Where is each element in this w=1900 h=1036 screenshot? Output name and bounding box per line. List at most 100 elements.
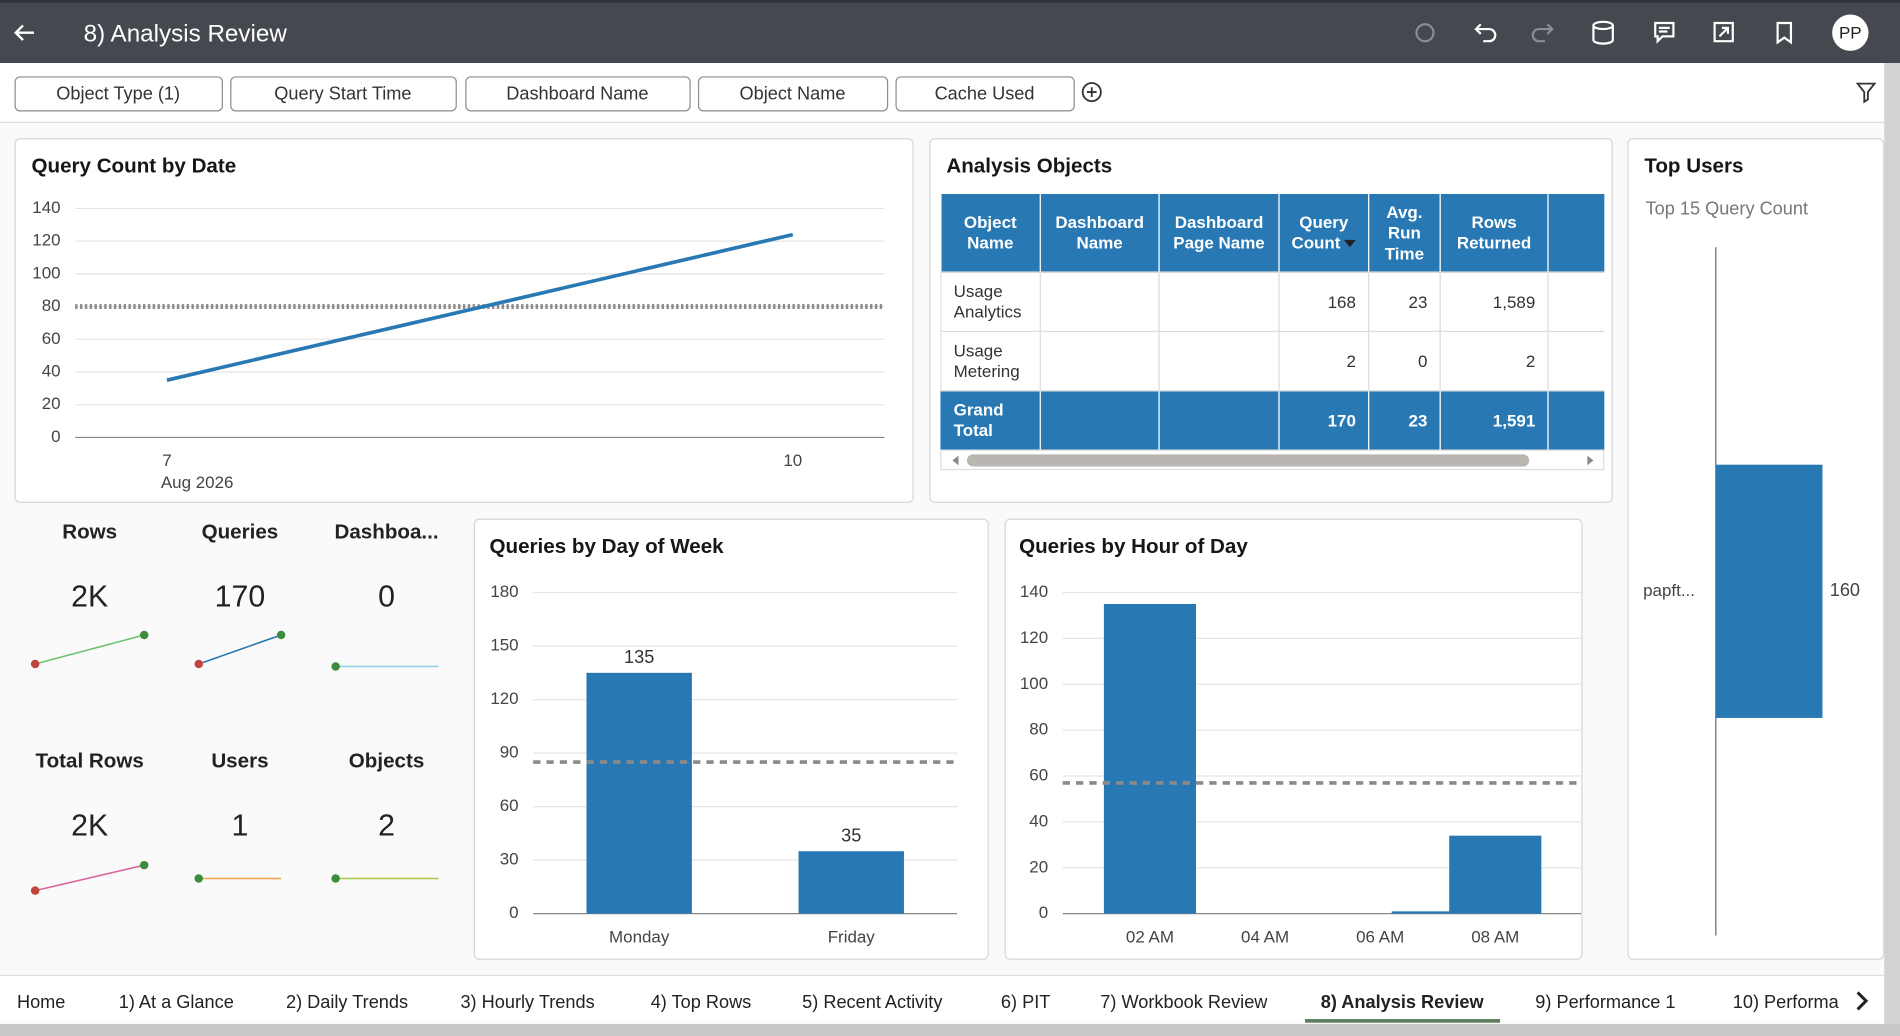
y-tick-label: 80: [42, 296, 61, 315]
y-tick-label: 60: [42, 329, 61, 348]
tab[interactable]: 2) Daily Trends: [286, 992, 408, 1012]
bottom-edge: [0, 1023, 1900, 1036]
tab[interactable]: Home: [17, 992, 65, 1012]
y-tick-label: 140: [32, 198, 60, 217]
chart-title: Queries by Hour of Day: [1019, 535, 1248, 558]
bookmark-icon[interactable]: [1776, 21, 1793, 45]
filter-label: Object Type (1): [56, 83, 180, 103]
back-button[interactable]: [14, 24, 34, 41]
bar[interactable]: [798, 851, 904, 914]
x-tick-label: Friday: [828, 927, 876, 946]
scrollbar-thumb[interactable]: [966, 454, 1530, 467]
present-icon[interactable]: [1713, 21, 1734, 43]
panel: [14, 138, 914, 503]
avatar[interactable]: [1832, 14, 1869, 51]
bar[interactable]: [1715, 464, 1823, 718]
undo-icon[interactable]: [1474, 23, 1497, 43]
table-cell: 170: [1278, 390, 1370, 450]
table-cell: [1547, 271, 1605, 333]
kpi-value: 2K: [71, 810, 108, 843]
add-filter[interactable]: [1081, 82, 1102, 103]
refresh-icon[interactable]: [1415, 23, 1435, 43]
active-tab-indicator: [1305, 1019, 1501, 1023]
filter-button[interactable]: [895, 76, 1075, 112]
sparklines: [30, 630, 439, 895]
comment-icon[interactable]: [1654, 21, 1675, 44]
y-tick-label: 60: [500, 796, 519, 815]
table-cell: [1158, 271, 1280, 333]
table-cell: 23: [1368, 271, 1441, 333]
table-cell: [1158, 330, 1280, 392]
x-tick-label: Monday: [609, 927, 670, 946]
kpi-label: Dashboa...: [335, 521, 439, 544]
kpi-label: Rows: [62, 521, 117, 544]
filter-button[interactable]: [230, 76, 457, 112]
tab[interactable]: 3) Hourly Trends: [460, 992, 594, 1012]
column-header[interactable]: Query Count: [1278, 193, 1370, 273]
y-tick-label: papft...: [1643, 581, 1695, 600]
filter-label: Query Start Time: [274, 83, 411, 103]
table-cell: [1039, 330, 1160, 392]
kpi-label: Users: [211, 750, 268, 773]
tab[interactable]: 4) Top Rows: [651, 992, 752, 1012]
kpi-value: 170: [215, 581, 266, 614]
tab[interactable]: 7) Workbook Review: [1100, 992, 1268, 1012]
header-bar: [0, 0, 1900, 64]
tab[interactable]: 6) PIT: [1001, 992, 1050, 1012]
table-head: Object Name Dashboard Name Dashboard Page …: [940, 193, 1605, 273]
column-header-text: Query Count: [1291, 212, 1349, 253]
column-header-text: Object Name: [963, 212, 1017, 253]
y-tick-label: 120: [32, 231, 60, 250]
window-top: [0, 0, 1900, 3]
x-tick-label: 06 AM: [1356, 927, 1404, 946]
table-cell: Grand Total: [940, 390, 1041, 450]
column-header[interactable]: Object Name: [940, 193, 1041, 273]
table: Object Name Dashboard Name Dashboard Page …: [940, 193, 1605, 450]
kpi-label: Queries: [202, 521, 279, 544]
column-header: [1547, 193, 1605, 273]
tab-bar: [0, 975, 1900, 1024]
bar[interactable]: [1449, 835, 1542, 914]
add-filter-plus: [1086, 87, 1097, 97]
redo-icon[interactable]: [1531, 23, 1554, 43]
table-body: Usage Analytics 168 23 1,589 Usage Metering 2…: [940, 271, 1605, 450]
y-tick-label: 120: [490, 689, 518, 708]
filter-button[interactable]: [14, 76, 223, 112]
tab[interactable]: 10) Performa: [1733, 992, 1840, 1012]
panel: [473, 518, 989, 960]
chart-subtitle: Top 15 Query Count: [1646, 198, 1809, 218]
tab[interactable]: 5) Recent Activity: [802, 992, 943, 1012]
tab[interactable]: 8) Analysis Review: [1321, 992, 1485, 1012]
table-cell: 1,591: [1439, 390, 1549, 450]
y-tick-label: 0: [509, 903, 518, 922]
filter-label: Object Name: [739, 83, 845, 103]
y-tick-label: 150: [490, 636, 518, 655]
table-cell: 1,589: [1439, 271, 1549, 333]
tab[interactable]: 9) Performance 1: [1535, 992, 1675, 1012]
kpi-value: 2: [378, 810, 395, 843]
bar[interactable]: [586, 672, 692, 914]
y-tick-label: 140: [1020, 582, 1048, 601]
column-header[interactable]: Rows Returned: [1440, 193, 1549, 273]
tab[interactable]: 1) At a Glance: [119, 992, 234, 1012]
bar[interactable]: [1103, 604, 1196, 914]
column-header-text: Dashboard Page Name: [1173, 212, 1265, 253]
x-tick-label: 02 AM: [1126, 927, 1174, 946]
column-header[interactable]: Avg. Run Time: [1368, 193, 1441, 273]
bar[interactable]: [1391, 911, 1484, 914]
y-tick-label: 30: [500, 850, 519, 869]
table-cell: Usage Analytics: [940, 271, 1041, 333]
table-cell: [1158, 390, 1280, 450]
kpi-value: 1: [232, 810, 249, 843]
table-cell: [1547, 330, 1605, 392]
kpi-value: 0: [378, 581, 395, 614]
filter-button[interactable]: [465, 76, 691, 112]
tabs-next[interactable]: [1856, 991, 1869, 1011]
y-tick-label: 40: [1029, 811, 1048, 830]
filter-button[interactable]: [697, 76, 889, 112]
column-header[interactable]: Dashboard Name: [1040, 193, 1160, 273]
data-icon-body: [1592, 25, 1614, 45]
column-header[interactable]: Dashboard Page Name: [1159, 193, 1280, 273]
filter-icon[interactable]: [1855, 82, 1877, 104]
